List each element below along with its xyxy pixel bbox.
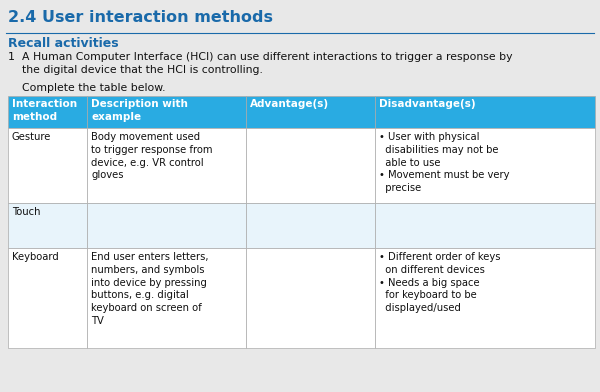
Bar — [375, 128, 595, 203]
Bar — [8, 203, 87, 248]
Text: Advantage(s): Advantage(s) — [250, 99, 329, 109]
Bar — [375, 248, 595, 348]
Text: 1: 1 — [8, 52, 15, 62]
Text: End user enters letters,
numbers, and symbols
into device by pressing
buttons, e: End user enters letters, numbers, and sy… — [91, 252, 209, 326]
Text: Touch: Touch — [12, 207, 41, 217]
Text: Complete the table below.: Complete the table below. — [22, 83, 166, 93]
Bar — [87, 248, 246, 348]
Bar — [375, 203, 595, 248]
Text: Recall activities: Recall activities — [8, 37, 119, 50]
Bar — [87, 128, 246, 203]
Text: • Different order of keys
  on different devices
• Needs a big space
  for keybo: • Different order of keys on different d… — [379, 252, 500, 313]
Text: 2.4 User interaction methods: 2.4 User interaction methods — [8, 10, 273, 25]
Bar — [8, 248, 87, 348]
Text: Gesture: Gesture — [12, 132, 52, 142]
Bar — [246, 203, 375, 248]
Bar — [246, 96, 375, 128]
Text: Description with
example: Description with example — [91, 99, 188, 122]
Bar — [375, 96, 595, 128]
Text: Interaction
method: Interaction method — [12, 99, 77, 122]
Text: Body movement used
to trigger response from
device, e.g. VR control
gloves: Body movement used to trigger response f… — [91, 132, 213, 180]
Bar — [246, 128, 375, 203]
Bar — [8, 128, 87, 203]
Bar — [87, 203, 246, 248]
Text: • User with physical
  disabilities may not be
  able to use
• Movement must be : • User with physical disabilities may no… — [379, 132, 509, 193]
Bar — [8, 96, 87, 128]
Bar — [246, 248, 375, 348]
Text: Disadvantage(s): Disadvantage(s) — [379, 99, 476, 109]
Text: A Human Computer Interface (HCI) can use different interactions to trigger a res: A Human Computer Interface (HCI) can use… — [22, 52, 512, 75]
Text: Keyboard: Keyboard — [12, 252, 59, 262]
Bar — [87, 96, 246, 128]
